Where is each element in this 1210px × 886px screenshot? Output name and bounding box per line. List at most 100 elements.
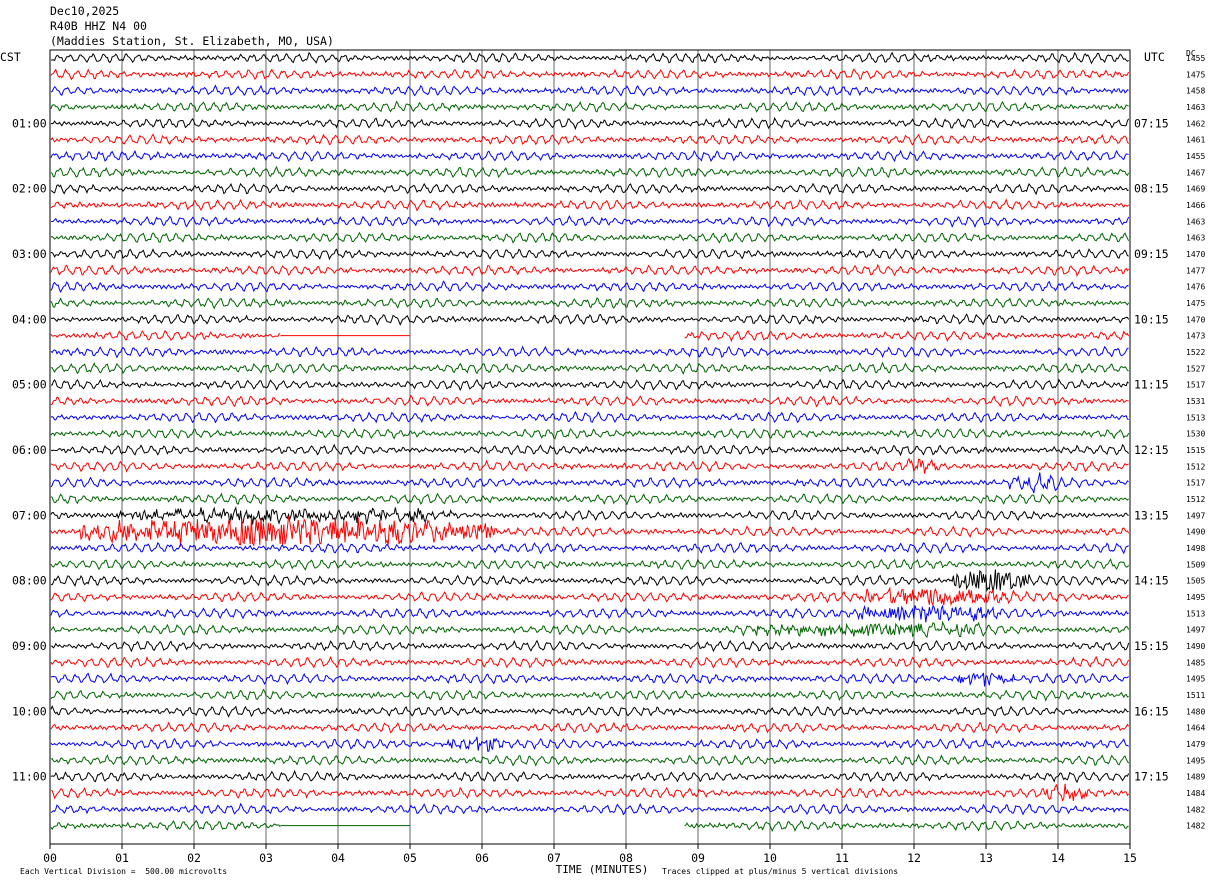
plot-date: Dec10,2025 [50,4,120,18]
right-hour-label: 14:15 [1134,574,1169,588]
left-hour-label: 05:00 [12,378,47,392]
dc-offset-label: 1489 [1186,773,1205,782]
trace-row-8 [50,182,1129,196]
dc-offset-label: 1512 [1186,495,1205,504]
trace-row-29 [50,516,1130,547]
x-axis-title: TIME (MINUTES) [555,863,649,876]
x-tick-label: 15 [1123,851,1137,865]
dc-offset-label: 1480 [1186,707,1205,716]
dc-offset-label: 1513 [1186,413,1205,422]
dc-offset-label: 1469 [1186,185,1205,194]
right-hour-label: 11:15 [1134,378,1169,392]
dc-offset-label: 1455 [1186,152,1205,161]
trace-row-4 [50,116,1130,131]
x-tick-label: 01 [115,851,129,865]
trace-row-24 [50,443,1130,457]
dc-offset-label: 1530 [1186,430,1205,439]
left-hour-label: 04:00 [12,312,47,326]
x-tick-label: 05 [403,851,417,865]
x-tick-label: 12 [907,851,921,865]
right-timezone-label: UTC [1144,50,1165,64]
x-tick-label: 09 [691,851,705,865]
right-hour-label: 09:15 [1134,247,1169,261]
trace-row-25 [50,457,1129,474]
left-hour-label: 08:00 [12,574,47,588]
trace-row-2 [50,84,1129,97]
dc-offset-label: 1527 [1186,364,1205,373]
trace-row-3 [50,100,1129,113]
dc-offset-label: 1482 [1186,805,1205,814]
dc-offset-label: 1522 [1186,348,1205,357]
dc-label: DC [1186,49,1196,58]
trace-row-7 [50,165,1130,179]
x-tick-label: 08 [619,851,633,865]
dc-offset-label: 1463 [1186,234,1205,243]
x-tick-label: 10 [763,851,777,865]
dc-offset-label: 1464 [1186,724,1205,733]
dc-offset-label: 1515 [1186,446,1205,455]
trace-row-45 [50,783,1129,802]
dc-offset-label: 1509 [1186,560,1205,569]
trace-row-10 [50,215,1130,229]
trace-row-27 [50,492,1129,506]
dc-offset-label: 1455 [1186,54,1205,63]
trace-row-9 [50,198,1129,212]
left-hour-label: 09:00 [12,639,47,653]
plot-station: (Maddies Station, St. Elizabeth, MO, USA… [50,34,334,48]
trace-row-14 [50,280,1129,293]
dc-offset-label: 1513 [1186,609,1205,618]
trace-row-31 [50,558,1129,571]
trace-row-5 [50,133,1129,146]
dc-offset-label: 1476 [1186,283,1205,292]
trace-row-17-seg-0 [50,329,281,341]
trace-row-22 [50,410,1129,424]
trace-row-43 [50,753,1130,767]
trace-row-30 [50,541,1129,555]
right-hour-label: 12:15 [1134,443,1169,457]
dc-offset-label: 1490 [1186,528,1205,537]
trace-row-0 [50,51,1129,65]
x-tick-label: 11 [835,851,849,865]
dc-offset-label: 1517 [1186,479,1205,488]
dc-offset-label: 1458 [1186,87,1205,96]
trace-row-41 [50,721,1130,734]
trace-row-13 [50,263,1130,277]
x-tick-label: 00 [43,851,57,865]
x-tick-label: 04 [331,851,345,865]
left-hour-label: 11:00 [12,770,47,784]
dc-offset-label: 1495 [1186,675,1205,684]
left-hour-label: 10:00 [12,704,47,718]
dc-offset-label: 1475 [1186,299,1205,308]
dc-offset-label: 1531 [1186,397,1205,406]
dc-offset-label: 1479 [1186,740,1205,749]
trace-row-36 [50,639,1130,653]
left-hour-label: 06:00 [12,443,47,457]
dc-offset-label: 1482 [1186,822,1205,831]
left-hour-label: 03:00 [12,247,47,261]
dc-offset-label: 1470 [1186,315,1205,324]
plot-channel: R40B HHZ N4 00 [50,19,147,33]
trace-row-21 [50,394,1129,408]
trace-row-11 [50,231,1130,244]
x-tick-label: 07 [547,851,561,865]
x-tick-label: 13 [979,851,993,865]
right-hour-label: 15:15 [1134,639,1169,653]
trace-row-47-seg-0 [50,819,281,831]
trace-row-26 [50,472,1129,494]
right-hour-label: 08:15 [1134,182,1169,196]
right-hour-label: 17:15 [1134,770,1169,784]
right-hour-label: 16:15 [1134,704,1169,718]
right-hour-label: 10:15 [1134,312,1169,326]
trace-row-37 [50,655,1130,669]
scale-note: Each Vertical Division = 500.00 microvol… [20,867,228,876]
dc-offset-label: 1495 [1186,756,1205,765]
dc-offset-label: 1517 [1186,381,1205,390]
x-tick-label: 02 [187,851,201,865]
trace-row-28 [50,506,1129,525]
dc-offset-label: 1512 [1186,462,1205,471]
dc-offset-label: 1463 [1186,217,1205,226]
dc-offset-label: 1470 [1186,250,1205,259]
left-hour-label: 01:00 [12,116,47,130]
dc-offset-label: 1485 [1186,658,1205,667]
